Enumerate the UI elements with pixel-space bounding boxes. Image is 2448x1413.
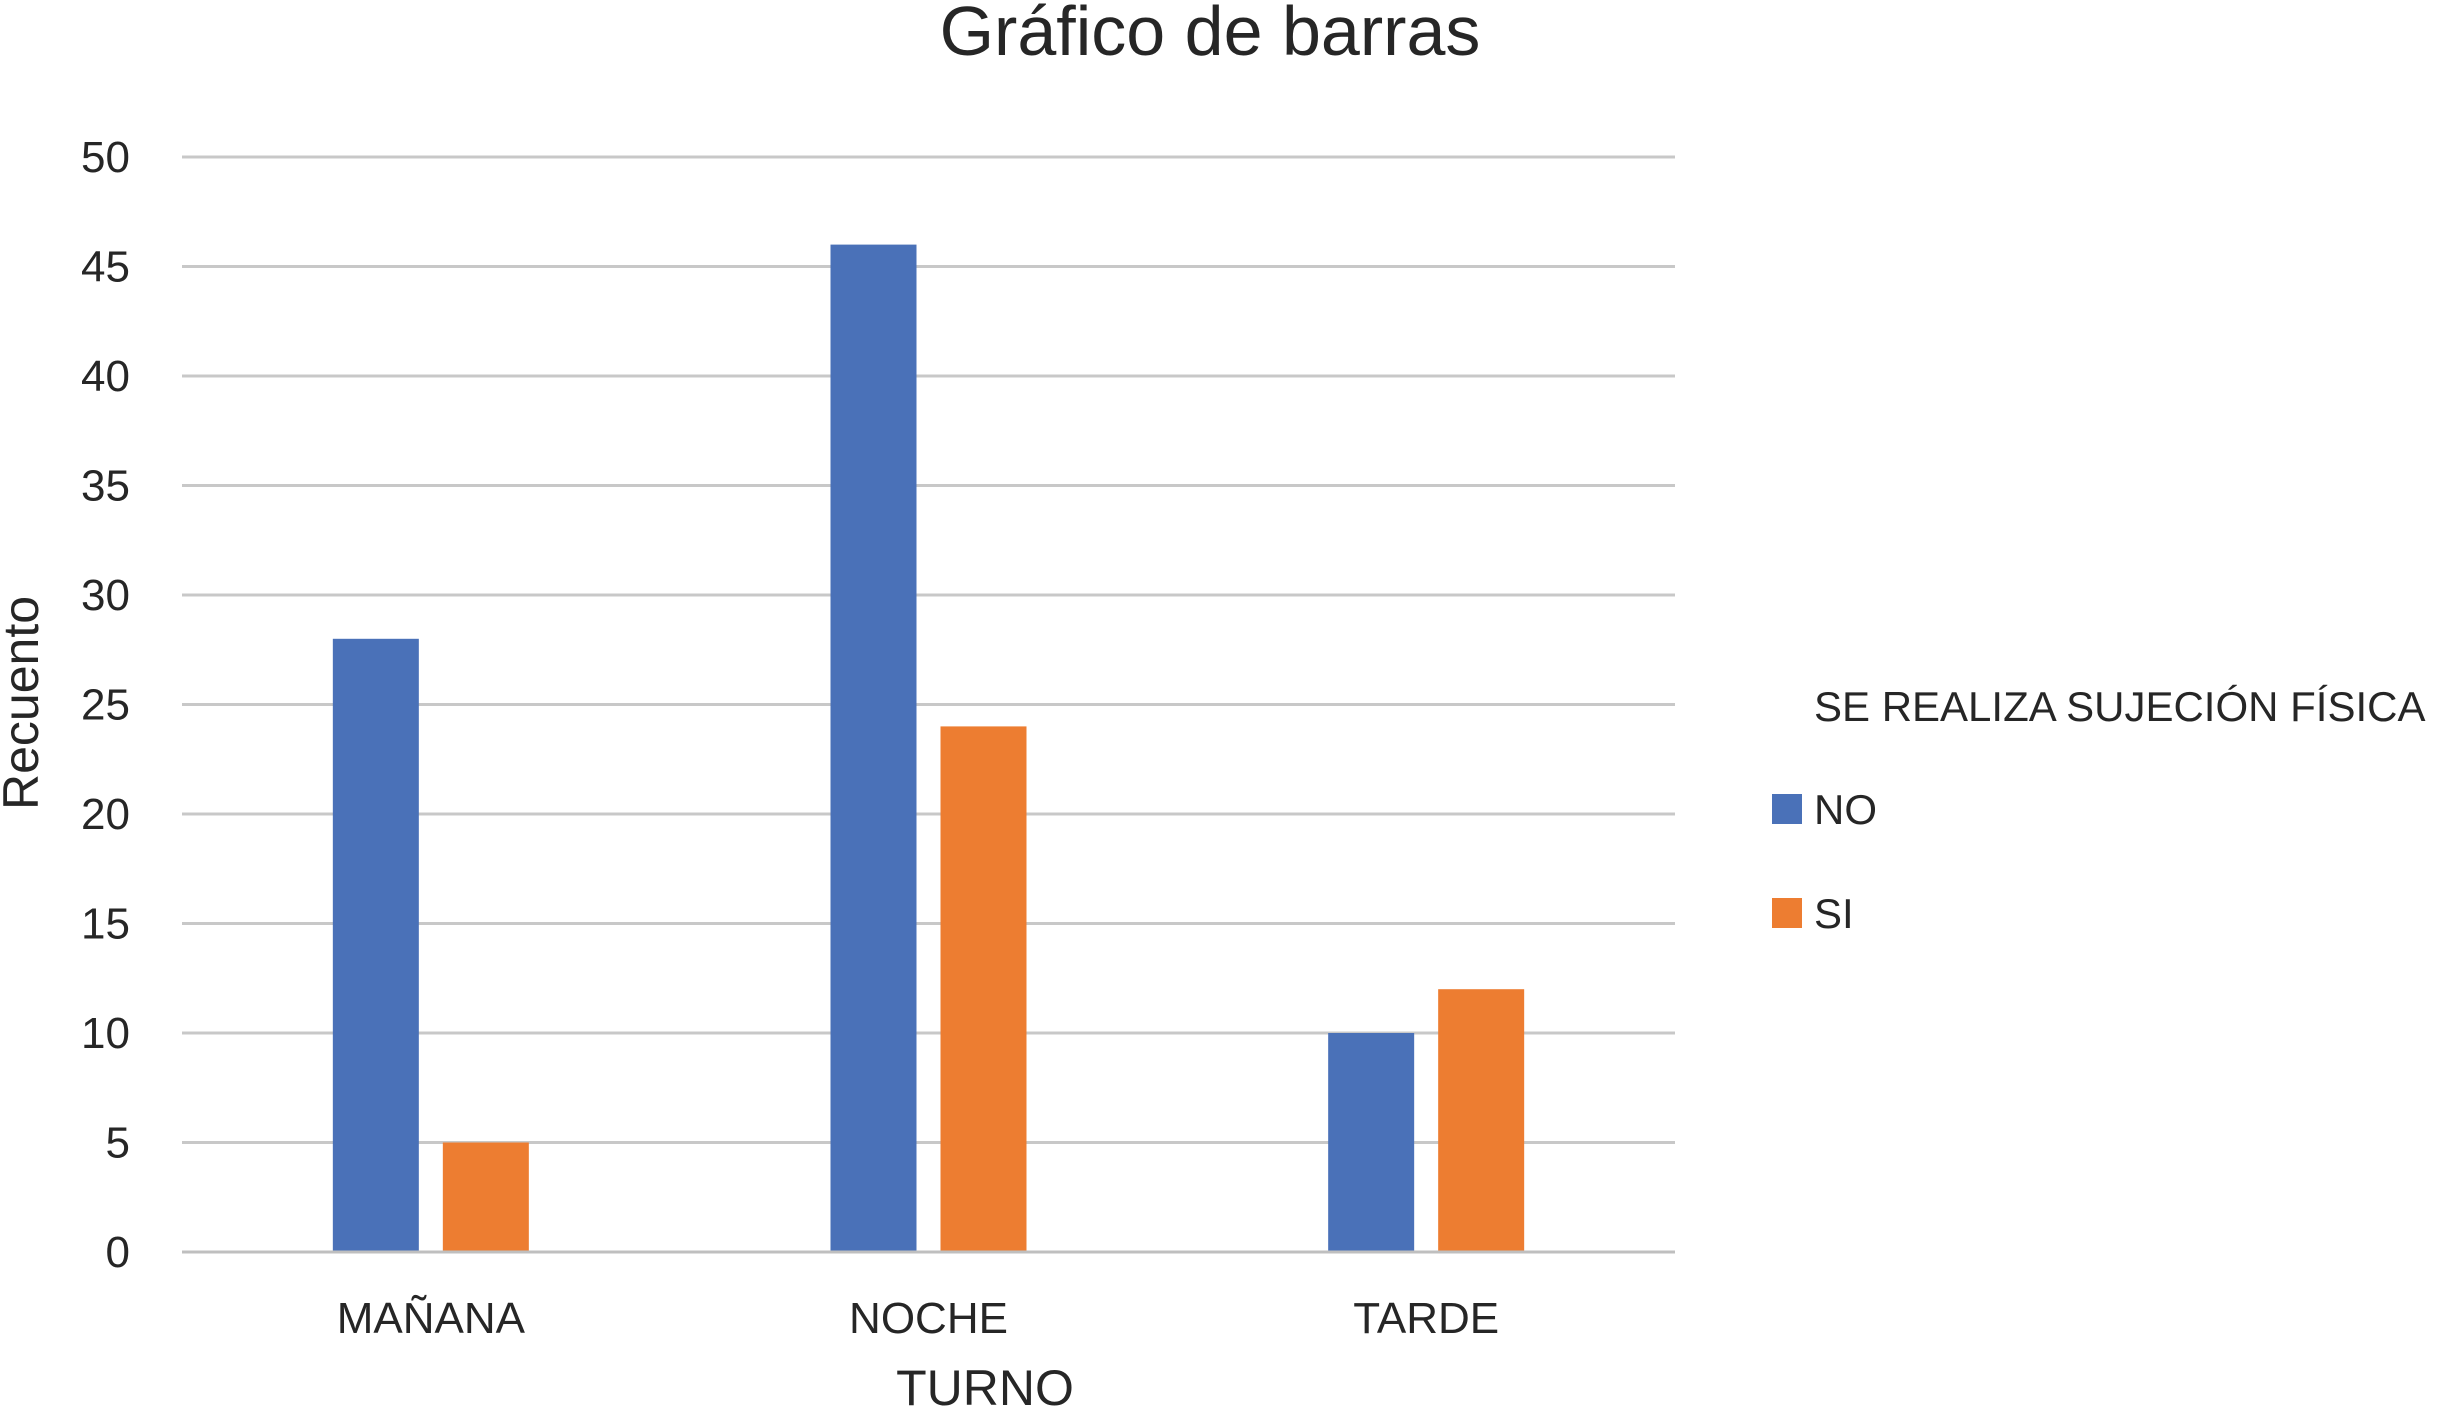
y-tick-label: 25 [81,681,130,730]
y-tick-label: 30 [81,571,130,620]
x-tick-labels: MAÑANA NOCHE TARDE [337,1293,1499,1343]
legend: SE REALIZA SUJECIÓN FÍSICA NO SI [1772,683,2425,937]
bar-si-1 [940,726,1027,1252]
y-tick-label: 10 [81,1009,130,1058]
bar-no-0 [332,638,419,1252]
y-axis-title: Recuento [0,596,49,810]
y-tick-label: 5 [106,1119,130,1168]
bar-no-1 [830,244,917,1253]
y-tick-label: 45 [81,243,130,292]
chart-title: Gráfico de barras [940,0,1481,70]
bar-no-2 [1328,1033,1415,1252]
legend-label-no: NO [1814,786,1877,833]
y-tick-label: 15 [81,900,130,949]
legend-swatch-si [1772,898,1802,928]
y-tick-label: 20 [81,790,130,839]
y-tick-label: 50 [81,133,130,182]
gridlines [182,155,1675,1144]
legend-title: SE REALIZA SUJECIÓN FÍSICA [1814,683,2425,730]
y-tick-label: 35 [81,462,130,511]
y-tick-label: 0 [106,1228,130,1277]
legend-items: NO SI [1772,786,1877,937]
x-tick-label: NOCHE [849,1294,1008,1343]
x-tick-label: TARDE [1353,1294,1499,1343]
y-tick-labels: 0 5 10 15 20 25 30 35 40 45 50 [81,133,130,1277]
x-axis-title: TURNO [896,1360,1074,1408]
bar-si-0 [442,1142,529,1252]
bars [332,244,1525,1253]
legend-swatch-no [1772,794,1802,824]
x-tick-label: MAÑANA [337,1293,526,1343]
legend-label-si: SI [1814,890,1854,937]
bar-si-2 [1438,989,1525,1252]
y-tick-label: 40 [81,352,130,401]
